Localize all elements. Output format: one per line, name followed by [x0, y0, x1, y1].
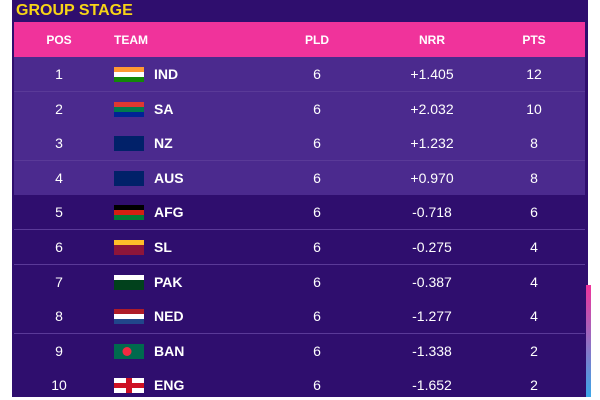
cell-pos: 7 — [55, 273, 63, 290]
cell-pos: 6 — [55, 239, 63, 255]
cell-pts: 2 — [530, 342, 538, 359]
cell-pts: 8 — [530, 169, 538, 186]
table-row: 4 AUS 6 +0.970 8 — [14, 160, 585, 196]
cell-pld: 6 — [313, 308, 321, 325]
cell-team: SA — [154, 100, 174, 117]
cell-pts: 4 — [530, 273, 538, 290]
flag — [114, 378, 144, 394]
cell-nrr: -1.338 — [412, 342, 452, 359]
cell-team: IND — [154, 66, 179, 82]
cell-nrr: +0.970 — [410, 169, 454, 186]
cell-pld: 6 — [313, 239, 321, 255]
cell-pts: 6 — [530, 204, 538, 221]
cell-pos: 5 — [55, 204, 63, 221]
cell-pts: 4 — [530, 308, 538, 325]
cell-nrr: -0.718 — [412, 204, 452, 221]
column-header: POS — [46, 32, 72, 47]
title: GROUP STAGE — [16, 2, 133, 19]
cell-pld: 6 — [313, 342, 321, 359]
cell-pos: 4 — [55, 169, 63, 186]
column-header: PTS — [522, 32, 546, 47]
table-row: 1 IND 6 +1.405 12 — [14, 57, 585, 92]
decoration — [586, 285, 591, 397]
table-row: 9 BAN 6 -1.338 2 — [14, 333, 585, 369]
standings-panel: GROUP STAGE POS TEAM PLD NRR PTS 1 IND 6 +1.405… — [12, 0, 588, 397]
cell-team: BAN — [154, 342, 185, 359]
table-row: 3 NZ 6 +1.232 8 — [14, 126, 585, 162]
cell-pld: 6 — [313, 169, 321, 186]
cell-pos: 2 — [55, 100, 63, 117]
cell-pos: 10 — [51, 377, 67, 394]
flag — [114, 136, 144, 152]
cell-pos: 8 — [55, 308, 63, 325]
cell-pts: 10 — [526, 100, 542, 117]
cell-pld: 6 — [313, 273, 321, 290]
cell-team: AUS — [154, 169, 184, 186]
cell-pts: 8 — [530, 135, 538, 152]
table-row: 7 PAK 6 -0.387 4 — [14, 264, 585, 300]
cell-team: NED — [154, 308, 184, 325]
column-header: PLD — [305, 32, 329, 47]
flag — [114, 274, 144, 290]
cell-pos: 9 — [55, 342, 63, 359]
flag — [114, 67, 144, 82]
cell-pld: 6 — [313, 204, 321, 221]
header-row: POS TEAM PLD NRR PTS — [14, 22, 585, 57]
table-row: 8 NED 6 -1.277 4 — [14, 299, 585, 335]
flag — [114, 170, 144, 186]
flag — [114, 343, 144, 359]
cell-pos: 3 — [55, 135, 63, 152]
table-row: 5 AFG 6 -0.718 6 — [14, 195, 585, 231]
table-row: 10 ENG 6 -1.652 2 — [14, 368, 585, 397]
cell-pos: 1 — [55, 66, 63, 82]
cell-pts: 4 — [530, 239, 538, 255]
flag — [114, 240, 144, 255]
cell-team: ENG — [154, 377, 185, 394]
flag — [114, 101, 144, 117]
cell-pts: 12 — [526, 66, 542, 82]
cell-team: NZ — [154, 135, 173, 152]
cell-nrr: -1.277 — [412, 308, 452, 325]
cell-pld: 6 — [313, 377, 321, 394]
cell-nrr: +1.405 — [410, 66, 454, 82]
cell-pld: 6 — [313, 135, 321, 152]
table-row: 2 SA 6 +2.032 10 — [14, 91, 585, 127]
cell-team: SL — [154, 239, 172, 255]
cell-nrr: -1.652 — [412, 377, 452, 394]
column-header: NRR — [419, 32, 445, 47]
cell-nrr: -0.387 — [412, 273, 452, 290]
cell-nrr: +1.232 — [410, 135, 454, 152]
column-header: TEAM — [114, 32, 148, 47]
cell-pld: 6 — [313, 100, 321, 117]
flag — [114, 205, 144, 221]
flag — [114, 309, 144, 325]
cell-nrr: +2.032 — [410, 100, 454, 117]
cell-pld: 6 — [313, 66, 321, 82]
table-row: 6 SL 6 -0.275 4 — [14, 230, 585, 265]
cell-nrr: -0.275 — [412, 239, 452, 255]
cell-pts: 2 — [530, 377, 538, 394]
cell-team: PAK — [154, 273, 183, 290]
cell-team: AFG — [154, 204, 184, 221]
